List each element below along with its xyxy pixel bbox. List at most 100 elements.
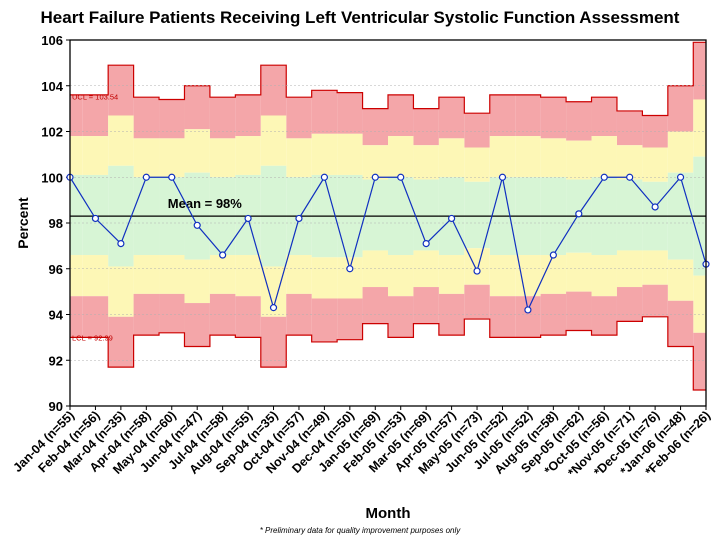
y-tick-label-98: 98 bbox=[49, 216, 63, 231]
ucl-label: UCL = 103.54 bbox=[72, 92, 118, 101]
yellow-band-upper-15 bbox=[413, 145, 439, 180]
yellow-band-upper-2 bbox=[82, 136, 109, 175]
yellow-band-upper-3 bbox=[108, 115, 134, 166]
data-point-16 bbox=[448, 214, 456, 223]
chart-title: Heart Failure Patients Receiving Left Ve… bbox=[40, 8, 680, 27]
yellow-band-upper-1 bbox=[70, 136, 83, 175]
red-band-upper-16 bbox=[438, 97, 465, 139]
red-band-upper-18 bbox=[489, 94, 516, 137]
yellow-band-upper-26 bbox=[693, 99, 706, 157]
y-tick-label-100: 100 bbox=[41, 170, 63, 185]
y-tick-label-96: 96 bbox=[49, 262, 63, 277]
yellow-band-upper-14 bbox=[388, 136, 414, 178]
data-point-3 bbox=[117, 239, 125, 248]
lcl-step-line bbox=[70, 316, 706, 391]
y-tick-label-90: 90 bbox=[49, 399, 63, 414]
yellow-band-lower-2 bbox=[82, 255, 109, 297]
yellow-band-lower-22 bbox=[591, 255, 617, 297]
yellow-band-lower-21 bbox=[566, 252, 592, 292]
data-point-19 bbox=[524, 306, 532, 314]
lcl-label: LCL = 92.99 bbox=[72, 334, 113, 343]
red-band-upper-14 bbox=[388, 94, 414, 137]
plot-frame bbox=[69, 39, 707, 407]
yellow-band-lower-3 bbox=[108, 266, 134, 317]
y-tick-label-94: 94 bbox=[49, 308, 64, 323]
footnote: * Preliminary data for quality improveme… bbox=[259, 526, 461, 535]
data-point-17 bbox=[473, 267, 481, 275]
red-band-upper-13 bbox=[362, 108, 388, 146]
red-band-lower-13 bbox=[362, 287, 388, 324]
y-tick-label-106: 106 bbox=[41, 33, 63, 48]
green-band-23 bbox=[616, 179, 643, 251]
yellow-band-upper-9 bbox=[260, 115, 287, 166]
red-band-upper-10 bbox=[286, 97, 312, 139]
yellow-band-lower-8 bbox=[235, 255, 261, 297]
red-band-upper-3 bbox=[108, 65, 134, 116]
red-band-lower-20 bbox=[540, 293, 567, 336]
red-band-lower-12 bbox=[337, 298, 363, 340]
mean-label: Mean = 98% bbox=[168, 196, 243, 211]
yellow-band-lower-12 bbox=[337, 257, 363, 299]
data-point-9 bbox=[269, 304, 278, 312]
yellow-band-upper-10 bbox=[286, 138, 312, 178]
y-tick-label-92: 92 bbox=[49, 353, 63, 368]
data-point-14 bbox=[397, 173, 405, 181]
red-band-upper-21 bbox=[566, 101, 592, 141]
red-band-lower-9 bbox=[260, 316, 287, 368]
data-point-4 bbox=[142, 173, 150, 181]
y-tick-label-102: 102 bbox=[41, 125, 63, 140]
red-band-upper-15 bbox=[413, 108, 439, 146]
yellow-band-upper-12 bbox=[337, 133, 363, 175]
ucl-step-line bbox=[70, 41, 706, 117]
data-point-6 bbox=[193, 221, 201, 229]
x-axis-title: Month bbox=[366, 505, 411, 522]
yellow-band-upper-20 bbox=[540, 138, 567, 178]
red-band-upper-20 bbox=[540, 97, 567, 139]
yellow-band-lower-14 bbox=[388, 255, 414, 297]
red-band-lower-15 bbox=[413, 287, 439, 324]
red-band-lower-21 bbox=[566, 291, 592, 331]
red-band-upper-17 bbox=[464, 113, 490, 148]
yellow-band-lower-7 bbox=[209, 255, 236, 294]
green-band-1 bbox=[70, 174, 83, 256]
red-band-lower-6 bbox=[184, 303, 210, 347]
red-band-upper-4 bbox=[133, 97, 160, 139]
data-point-22 bbox=[600, 173, 608, 181]
yellow-band-lower-19 bbox=[515, 255, 541, 297]
red-band-upper-9 bbox=[260, 65, 287, 116]
yellow-band-lower-5 bbox=[159, 255, 185, 294]
red-band-lower-3 bbox=[108, 316, 134, 368]
red-band-lower-14 bbox=[388, 296, 414, 338]
yellow-band-lower-11 bbox=[311, 257, 338, 299]
yellow-band-upper-11 bbox=[311, 133, 338, 175]
red-band-upper-26 bbox=[693, 42, 706, 100]
yellow-band-upper-16 bbox=[438, 138, 465, 178]
data-point-20 bbox=[549, 251, 557, 259]
yellow-band-upper-19 bbox=[515, 136, 541, 178]
yellow-band-upper-21 bbox=[566, 140, 592, 180]
yellow-band-lower-18 bbox=[489, 255, 516, 297]
data-point-5 bbox=[168, 173, 176, 181]
yellow-band-upper-18 bbox=[489, 136, 516, 178]
red-band-lower-26 bbox=[693, 332, 706, 390]
data-point-15 bbox=[422, 239, 430, 248]
red-band-lower-25 bbox=[667, 300, 694, 347]
red-band-lower-24 bbox=[642, 284, 668, 317]
red-band-upper-7 bbox=[209, 97, 236, 139]
green-band-15 bbox=[413, 179, 439, 251]
red-band-lower-17 bbox=[464, 284, 490, 320]
data-point-24 bbox=[651, 203, 659, 211]
yellow-band-upper-6 bbox=[184, 129, 210, 173]
yellow-band-lower-16 bbox=[438, 255, 465, 294]
data-point-11 bbox=[320, 173, 328, 181]
data-point-12 bbox=[346, 265, 354, 273]
data-point-7 bbox=[219, 251, 227, 259]
data-point-18 bbox=[498, 173, 507, 181]
red-band-lower-2 bbox=[82, 296, 109, 338]
red-band-upper-12 bbox=[337, 92, 363, 134]
red-band-upper-11 bbox=[311, 90, 338, 134]
red-band-upper-6 bbox=[184, 85, 210, 130]
y-tick-label-104: 104 bbox=[41, 79, 63, 94]
red-band-lower-8 bbox=[235, 296, 261, 338]
red-band-upper-2 bbox=[82, 94, 109, 137]
